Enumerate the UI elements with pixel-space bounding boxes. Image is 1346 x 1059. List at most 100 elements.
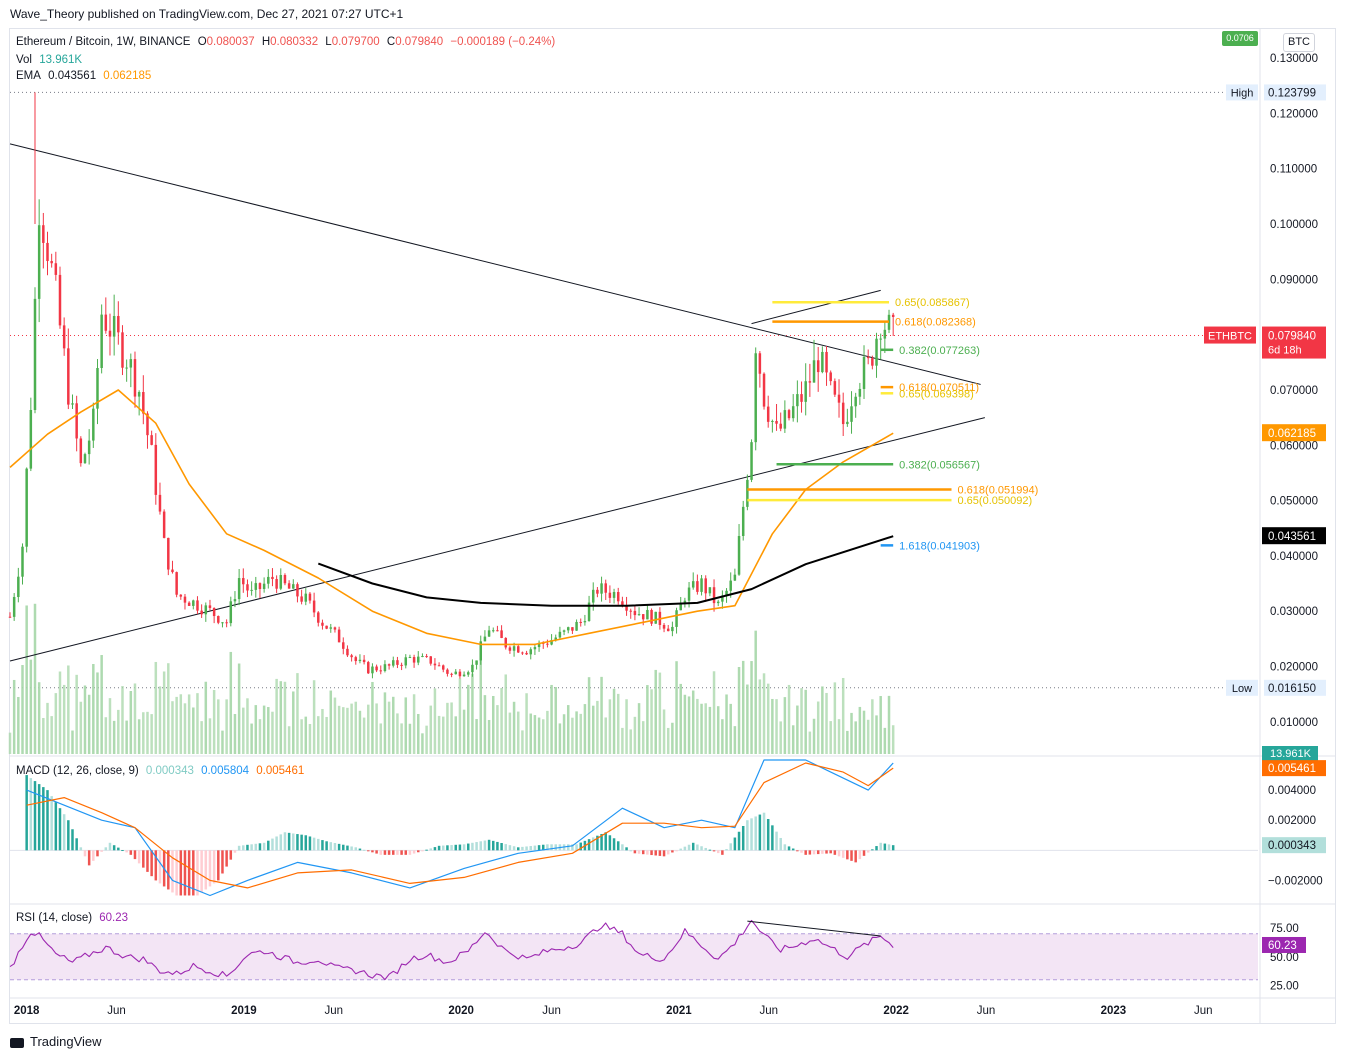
macd-hist-bar — [350, 846, 353, 851]
volume-bar — [71, 730, 74, 754]
trendline[interactable] — [9, 143, 981, 385]
fib-levels[interactable]: 0.65(0.085867) 0.618(0.082368) 0.382(0.077… — [747, 297, 1038, 552]
macd-hist-bar — [125, 850, 128, 853]
volume-bar — [242, 707, 245, 754]
candle-body — [12, 597, 16, 617]
candle-body — [133, 359, 137, 397]
candle-body — [342, 642, 345, 649]
volume-bar — [700, 703, 703, 754]
volume-bar — [50, 716, 53, 754]
trendlines[interactable] — [9, 143, 985, 662]
candle-body — [862, 356, 866, 389]
volume-bar — [321, 708, 324, 754]
fib-level-label: 0.65(0.069398) — [899, 388, 974, 400]
volume-bar — [229, 651, 233, 754]
macd-hist-bar — [754, 816, 757, 851]
tradingview-logo[interactable]: TradingView — [10, 1034, 102, 1049]
macd-hist-bar — [658, 850, 662, 856]
macd-hist-bar — [671, 850, 674, 853]
macd-hist-bar — [858, 850, 862, 860]
candle-body — [446, 669, 449, 674]
volume-bar — [633, 716, 637, 754]
volume-bar — [104, 717, 108, 754]
countdown-text: 6d 18h — [1268, 345, 1302, 357]
macd-hist-bar — [779, 837, 782, 851]
volume-bar — [187, 694, 191, 754]
volume-bar — [96, 672, 99, 754]
macd-hist-bar — [200, 850, 203, 893]
volume-bar — [292, 691, 295, 754]
macd-hist-bar — [237, 845, 241, 851]
candles — [8, 92, 895, 679]
volume-bar — [108, 698, 112, 754]
macd-pane — [10, 759, 1258, 897]
volume-bar — [412, 694, 416, 754]
volume-bar — [821, 686, 824, 754]
rsi-divergence-line[interactable] — [747, 920, 881, 937]
candle-body — [575, 621, 578, 631]
volume-bar — [583, 704, 587, 754]
high-value: 0.080332 — [270, 36, 319, 48]
volume-bar — [562, 714, 566, 754]
volume-bar — [442, 716, 445, 754]
candle-body — [125, 367, 128, 369]
volume-bar — [746, 684, 749, 754]
volume-legend: Vol 13.961K — [16, 54, 86, 66]
candle-body — [329, 627, 333, 629]
volume-bar — [392, 696, 395, 754]
candle-body — [629, 610, 632, 612]
macd-hist-bar — [791, 848, 795, 851]
volume-bar — [866, 719, 870, 754]
macd-hist-bar — [650, 850, 653, 856]
fib-level-label: 0.618(0.082368) — [895, 317, 976, 329]
volume-bar — [271, 711, 274, 754]
volume-bar — [516, 711, 520, 754]
volume-bar — [729, 703, 732, 754]
candle-body — [317, 612, 320, 623]
candle-body — [367, 662, 370, 674]
macd-signal-line — [26, 762, 894, 889]
macd-hist-bar — [862, 850, 866, 856]
ema-price-text: 0.062185 — [1268, 428, 1316, 440]
candle-body — [562, 630, 566, 632]
volume-bar — [79, 701, 83, 754]
trendline[interactable] — [9, 417, 985, 662]
volume-bar — [454, 716, 458, 754]
candle-body — [712, 587, 716, 604]
candle-body — [683, 600, 687, 604]
macd-hist-bar — [246, 844, 249, 851]
time-tick-label: Jun — [542, 1005, 561, 1017]
volume-bar — [358, 710, 362, 754]
volume-bar — [129, 691, 133, 754]
candle-body — [100, 314, 103, 369]
volume-bar — [379, 723, 383, 754]
candle-body — [762, 373, 766, 407]
candle-body — [225, 622, 228, 624]
volume-bar — [254, 705, 258, 754]
volume-bar — [887, 695, 891, 754]
candle-body — [866, 356, 870, 359]
macd-hist-bar — [608, 835, 612, 851]
volume-bar — [342, 707, 345, 754]
candle-body — [142, 392, 145, 414]
volume-bar — [446, 702, 449, 754]
trendline[interactable] — [751, 289, 881, 325]
volume-bar — [337, 705, 341, 754]
candle-body — [733, 574, 737, 581]
macd-hist-bar — [312, 837, 316, 851]
ema-lines — [9, 389, 894, 646]
price-axis[interactable]: 0.130000 0.120000 0.110000 0.100000 0.090000… — [1268, 53, 1323, 992]
macd-hist-bar — [358, 848, 362, 851]
candle-body — [521, 652, 524, 654]
candle-body — [50, 261, 53, 264]
volume-bar — [550, 684, 553, 754]
volume-bar — [383, 692, 387, 754]
volume-bar — [546, 710, 549, 754]
macd-hist-bar — [333, 843, 337, 851]
candle-body — [254, 583, 258, 590]
volume-bar — [467, 684, 470, 754]
volume-bar — [504, 674, 507, 754]
currency-button[interactable]: BTC — [1283, 33, 1315, 52]
time-axis[interactable]: 2018 Jun 2019 Jun 2020 Jun 2021 Jun 2022 Jun 2023 J… — [14, 1005, 1213, 1017]
